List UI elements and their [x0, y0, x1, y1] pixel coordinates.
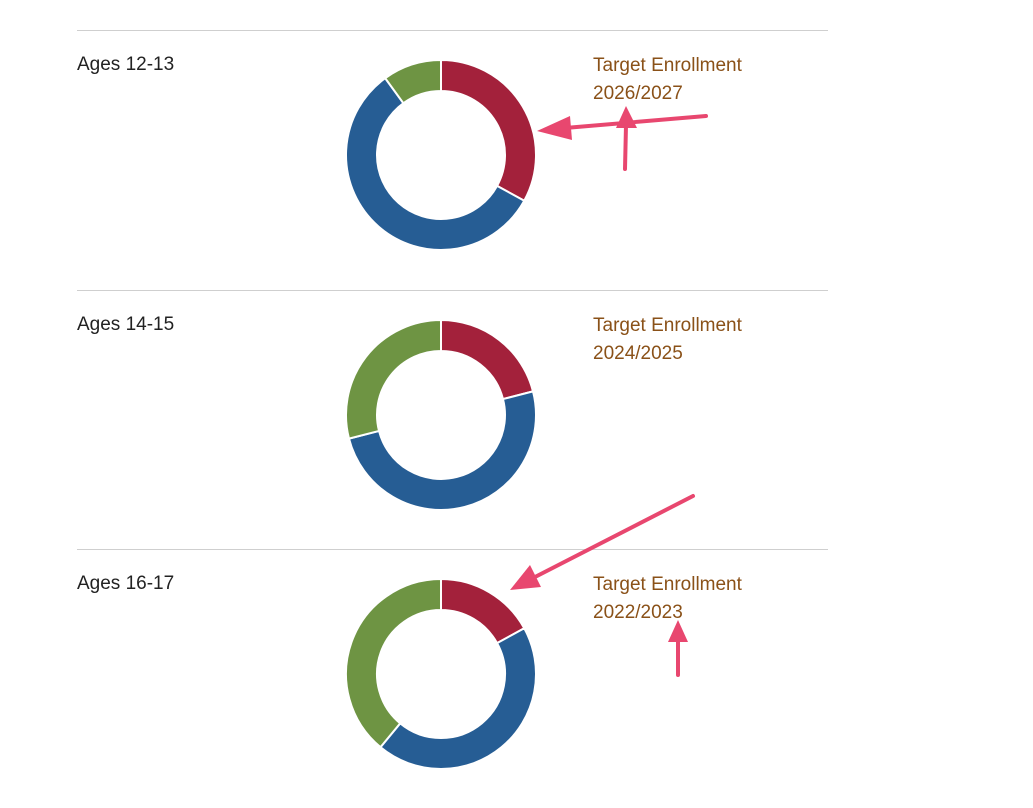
donut-slice-red [440, 577, 526, 645]
donut-slice-blue [379, 626, 537, 770]
target-enrollment-year: 2022/2023 [593, 602, 683, 623]
enrollment-donut-chart [345, 577, 537, 770]
target-enrollment-heading: Target Enrollment 2026/2027 [593, 52, 742, 108]
donut-slice-blue [347, 390, 537, 511]
section-divider [77, 30, 828, 31]
enrollment-donut-chart [345, 58, 537, 251]
target-enrollment-heading: Target Enrollment 2024/2025 [593, 312, 742, 368]
target-enrollment-title: Target Enrollment [593, 55, 742, 76]
age-group-section-14-15: Ages 14-15 Target Enrollment 2024/2025 [77, 290, 828, 549]
age-group-label: Ages 16-17 [77, 573, 175, 594]
donut-slice-blue [345, 76, 526, 251]
target-enrollment-title: Target Enrollment [593, 574, 742, 595]
donut-slice-green [345, 577, 442, 749]
donut-slice-red [440, 58, 537, 203]
age-group-section-12-13: Ages 12-13 Target Enrollment 2026/2027 [77, 30, 828, 289]
target-enrollment-title: Target Enrollment [593, 315, 742, 336]
target-enrollment-year: 2024/2025 [593, 343, 683, 364]
target-enrollment-year: 2026/2027 [593, 83, 683, 104]
section-divider [77, 549, 828, 550]
donut-slice-red [440, 318, 535, 401]
age-group-label: Ages 14-15 [77, 314, 175, 335]
donut-slice-green [383, 58, 442, 105]
age-group-label: Ages 12-13 [77, 54, 175, 75]
target-enrollment-heading: Target Enrollment 2022/2023 [593, 571, 742, 627]
enrollment-donut-chart [345, 318, 537, 511]
section-divider [77, 290, 828, 291]
donut-slice-green [345, 318, 442, 440]
age-group-section-16-17: Ages 16-17 Target Enrollment 2022/2023 [77, 549, 828, 808]
